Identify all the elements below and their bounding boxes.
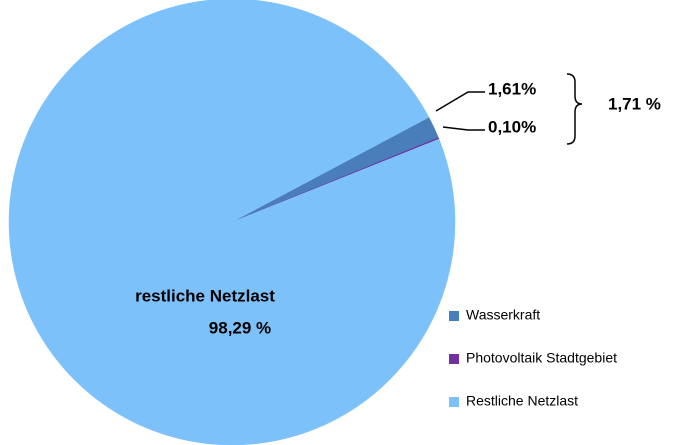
leader-line (435, 91, 485, 112)
sum-label: 1,71 % (608, 94, 661, 113)
bracket (566, 73, 583, 145)
slice-label: restliche Netzlast (135, 286, 275, 305)
leader-line (442, 126, 485, 131)
legend-swatch (449, 311, 459, 321)
value-label: 1,61% (488, 79, 536, 98)
legend-label: Wasserkraft (466, 307, 540, 323)
legend-swatch (449, 354, 459, 364)
legend-label: Photovoltaik Stadtgebiet (466, 350, 617, 366)
legend-label: Restliche Netzlast (466, 393, 578, 409)
value-label: 98,29 % (209, 318, 271, 337)
value-label: 0,10% (488, 117, 536, 136)
legend-swatch (449, 397, 459, 407)
pie-slice (8, 0, 456, 445)
